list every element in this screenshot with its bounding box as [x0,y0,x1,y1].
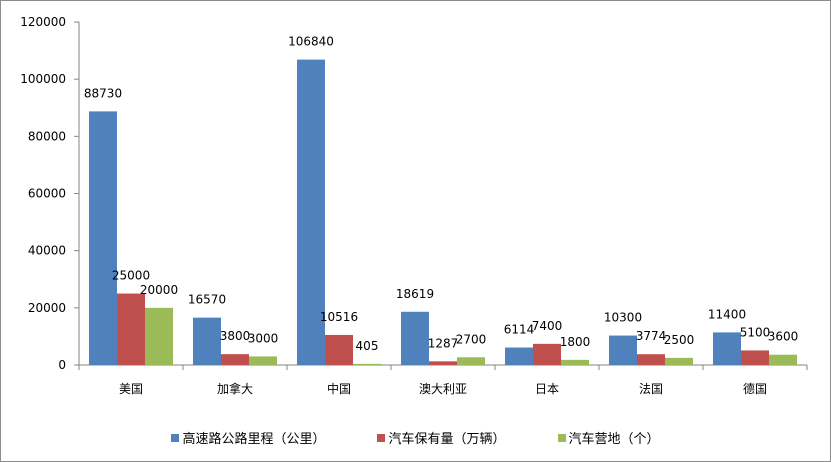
bar-3 [561,359,589,365]
x-tick-label: 加拿大 [217,381,253,396]
bar-3 [353,363,381,365]
x-tick-label: 中国 [327,381,351,396]
y-tick-label: 0 [58,358,66,372]
data-label: 1800 [560,335,591,349]
x-tick-label: 德国 [743,381,767,396]
bar-2 [741,350,769,365]
data-label: 25000 [112,269,150,283]
legend: 高速路公路里程（公里） 汽车保有量（万辆） 汽车营地（个） [0,428,831,447]
y-tick-label: 40000 [28,244,66,258]
bar-2 [117,293,145,365]
bar-3 [665,357,693,365]
bar-1 [505,347,533,365]
chart-plot: 0 20000 40000 60000 80000 100000 120000 美国 88730… [20,15,808,396]
bar-3 [769,354,797,365]
data-label: 18619 [396,287,434,301]
x-tick-label: 澳大利亚 [419,382,467,396]
legend-item: 汽车营地（个） [557,428,660,447]
data-label: 10516 [320,310,358,324]
data-label: 10300 [604,311,642,325]
data-label: 7400 [532,319,563,333]
legend-swatch [171,433,180,442]
legend-label: 汽车保有量（万辆） [388,432,506,447]
data-label: 16570 [188,293,226,307]
legend-item: 汽车保有量（万辆） [377,428,506,447]
legend-swatch [377,433,386,442]
bar-2 [429,361,457,365]
bar-1 [609,335,637,365]
bar-1 [193,317,221,365]
bar-3 [145,307,173,365]
data-label: 11400 [708,307,746,321]
bar-1 [297,59,325,366]
bar-2 [325,334,353,365]
data-label: 1287 [428,336,459,350]
bar-2 [533,343,561,365]
legend-label: 高速路公路里程（公里） [182,432,326,447]
legend-swatch [557,433,566,442]
data-label: 106840 [288,35,334,49]
legend-item: 高速路公路里程（公里） [171,428,325,447]
bar-2 [637,354,665,365]
data-label: 6114 [504,323,535,337]
data-label: 3774 [636,329,667,343]
legend-label: 汽车营地（个） [568,432,660,447]
data-label: 3600 [768,330,799,344]
bar-3 [457,357,485,365]
data-label: 3800 [220,329,251,343]
y-tick-label: 100000 [20,72,66,86]
data-label: 2700 [456,332,487,346]
data-label: 20000 [140,283,178,297]
y-tick-label: 80000 [28,129,66,143]
data-label: 3000 [248,331,279,345]
data-label: 2500 [664,333,695,347]
x-tick-label: 美国 [119,382,143,396]
x-tick-label: 日本 [535,382,559,396]
data-label: 5100 [740,325,771,339]
y-tick-label: 120000 [20,15,66,29]
bar-3 [249,356,277,365]
y-tick-label: 20000 [28,301,66,315]
data-label: 405 [356,339,379,353]
bar-1 [401,311,429,365]
bar-2 [221,354,249,365]
data-label: 88730 [84,86,122,100]
bar-1 [713,332,741,365]
y-tick-label: 60000 [28,187,66,201]
bar-1 [89,111,117,365]
x-tick-label: 法国 [639,382,663,396]
